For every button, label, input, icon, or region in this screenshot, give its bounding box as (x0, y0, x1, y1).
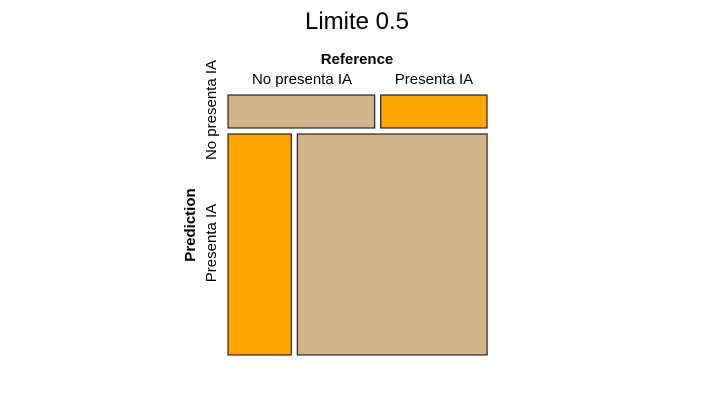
mosaic-cell-pred-presenta-ia-ref-presenta-ia (296, 133, 488, 356)
chart-title: Limite 0.5 (305, 8, 409, 35)
mosaic-cells (227, 94, 488, 356)
mosaic-cell-pred-no-presenta-ia-ref-presenta-ia (380, 94, 488, 129)
mosaic-cell-pred-presenta-ia-ref-no-presenta-ia (227, 133, 292, 356)
mosaic-cell-pred-no-presenta-ia-ref-no-presenta-ia (227, 94, 376, 129)
x-tick-no-presenta-ia: No presenta IA (252, 71, 352, 88)
y-tick-no-presenta-ia: No presenta IA (203, 60, 220, 160)
y-tick-presenta-ia: Presenta IA (203, 204, 220, 282)
y-axis-title: Prediction (182, 188, 199, 261)
x-tick-presenta-ia: Presenta IA (395, 71, 473, 88)
x-axis-title: Reference (321, 51, 394, 68)
